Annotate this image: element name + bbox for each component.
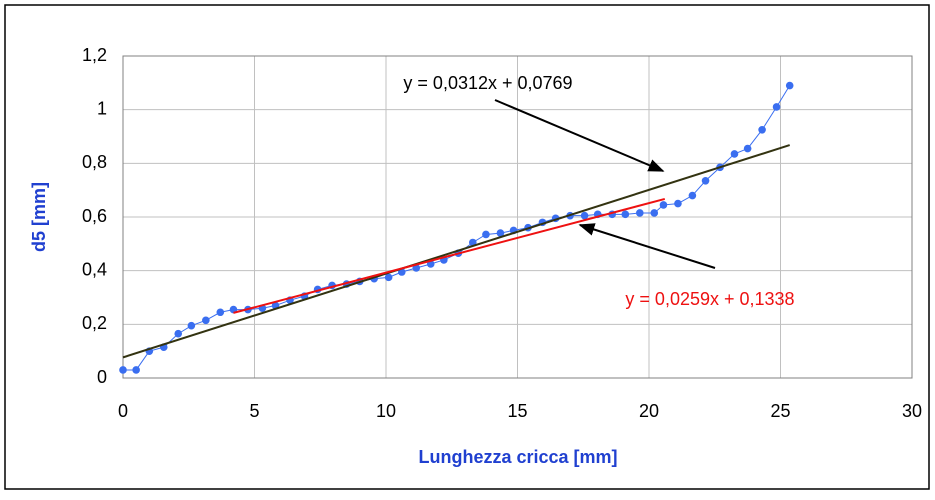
data-point <box>119 366 127 374</box>
y-tick-label: 0,6 <box>82 206 107 226</box>
trendline-label: y = 0,0312x + 0,0769 <box>403 73 572 93</box>
x-tick-label: 25 <box>770 401 790 421</box>
x-tick-label: 30 <box>902 401 922 421</box>
data-point <box>621 210 630 219</box>
plot-border <box>122 55 913 379</box>
annotation-arrow <box>578 223 716 269</box>
data-point <box>674 199 682 208</box>
x-tick-label: 20 <box>639 401 659 421</box>
x-tick-label: 15 <box>507 401 527 421</box>
data-point <box>384 273 393 282</box>
trendline <box>233 197 666 314</box>
frame <box>4 4 930 490</box>
annotation-arrow <box>494 99 665 172</box>
trendline-label: y = 0,0259x + 0,1338 <box>625 289 794 309</box>
series-line <box>123 85 791 371</box>
data-point <box>216 308 225 317</box>
data-point <box>496 229 505 237</box>
data-point <box>659 201 668 209</box>
x-axis-label: Lunghezza cricca [mm] <box>418 447 617 467</box>
x-tick-label: 10 <box>376 401 396 421</box>
data-point <box>174 329 183 338</box>
data-point <box>482 230 490 239</box>
y-tick-label: 1 <box>97 98 107 118</box>
y-tick-label: 0 <box>97 367 107 387</box>
y-tick-label: 1,2 <box>82 45 107 65</box>
data-point <box>132 366 140 374</box>
data-point <box>743 144 752 153</box>
data-point <box>758 125 766 134</box>
y-tick-label: 0,8 <box>82 152 107 172</box>
data-point <box>688 191 697 200</box>
data-point <box>580 211 589 220</box>
data-point <box>772 103 781 111</box>
y-tick-label: 0,4 <box>82 259 107 279</box>
data-point <box>187 321 196 330</box>
data-point <box>202 316 210 325</box>
data-point <box>701 176 710 185</box>
x-tick-label: 5 <box>249 401 259 421</box>
data-point <box>650 209 659 217</box>
data-point <box>730 150 739 158</box>
y-axis-label: d5 [mm] <box>29 182 49 252</box>
trendline <box>122 144 791 359</box>
data-point <box>635 209 644 217</box>
data-point <box>785 81 794 90</box>
x-tick-label: 0 <box>118 401 128 421</box>
y-tick-label: 0,2 <box>82 313 107 333</box>
